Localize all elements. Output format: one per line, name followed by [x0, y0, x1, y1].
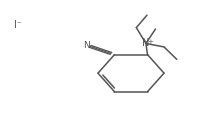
Text: I⁻: I⁻	[14, 20, 22, 30]
Text: +: +	[148, 39, 154, 45]
Text: N: N	[83, 41, 90, 50]
Text: N: N	[142, 39, 150, 48]
